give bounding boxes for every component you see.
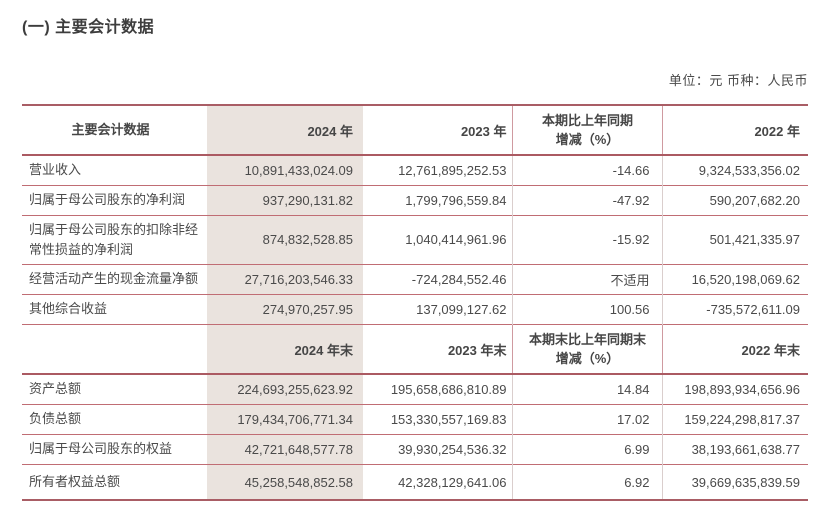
value-2024: 937,290,131.82 (207, 185, 363, 215)
report-page: (一) 主要会计数据 单位：元 币种：人民币 主要会计数据 2024 年 202… (0, 13, 830, 524)
value-change: -15.92 (512, 215, 663, 265)
table-header-row-year-end: 2024 年末 2023 年末 本期末比上年同期末 增减（%） 2022 年末 (22, 324, 808, 375)
header-2024-end: 2024 年末 (207, 324, 363, 375)
header-yoy-change-line2: 增减（%） (555, 132, 620, 147)
table-row-net-profit-excl-nonrecurring: 归属于母公司股东的扣除非经常性损益的净利润 874,832,528.85 1,0… (22, 215, 808, 265)
value-change: 6.99 (512, 434, 663, 465)
table-row-total-liabilities: 负债总额 179,434,706,771.34 153,330,557,169.… (22, 404, 808, 435)
header-2022: 2022 年 (754, 123, 800, 139)
table-header-row-annual: 主要会计数据 2024 年 2023 年 本期比上年同期 增减（%） 2022 … (22, 105, 808, 155)
value-change: 100.56 (512, 294, 663, 325)
value-2022: 38,193,661,638.77 (691, 441, 800, 457)
value-2022: 9,324,533,356.02 (698, 162, 800, 178)
row-label: 营业收入 (29, 162, 82, 178)
value-2024: 10,891,433,024.09 (207, 155, 363, 185)
value-2024: 274,970,257.95 (207, 294, 363, 325)
value-2023: 1,040,414,961.96 (363, 215, 513, 265)
row-label: 负债总额 (29, 411, 82, 427)
value-2023: -724,284,552.46 (363, 264, 513, 295)
table-row-total-owners-equity: 所有者权益总额 45,258,548,852.58 42,328,129,641… (22, 464, 808, 501)
header-yoy-change: 本期比上年同期 增减（%） (512, 105, 663, 155)
value-change: -14.66 (512, 155, 663, 185)
page-title: (一) 主要会计数据 (22, 19, 155, 36)
header-period-end-change: 本期末比上年同期末 增减（%） (512, 324, 663, 375)
value-change: 不适用 (512, 264, 663, 295)
value-2022: 16,520,198,069.62 (691, 271, 800, 287)
value-change: -47.92 (512, 185, 663, 215)
header-period-end-change-line1: 本期末比上年同期末 (528, 331, 646, 347)
value-2022: 590,207,682.20 (709, 192, 800, 208)
value-2023: 12,761,895,252.53 (363, 155, 513, 185)
value-2022: 159,224,298,817.37 (684, 411, 800, 427)
value-change: 17.02 (512, 404, 663, 435)
table-row-other-comprehensive-income: 其他综合收益 274,970,257.95 137,099,127.62 100… (22, 294, 808, 325)
row-label: 归属于母公司股东的权益 (29, 441, 173, 457)
header-yoy-change-line1: 本期比上年同期 (541, 112, 633, 128)
value-2022: 198,893,934,656.96 (684, 382, 800, 398)
value-2024: 179,434,706,771.34 (207, 404, 363, 435)
accounting-data-table: 主要会计数据 2024 年 2023 年 本期比上年同期 增减（%） 2022 … (22, 104, 808, 502)
value-2023: 195,658,686,810.89 (363, 374, 513, 405)
value-2023: 153,330,557,169.83 (363, 404, 513, 435)
value-2023: 42,328,129,641.06 (363, 464, 513, 501)
unit-label: 单位：元 币种：人民币 (668, 73, 808, 88)
header-2023-end: 2023 年末 (363, 324, 513, 375)
value-change: 6.92 (512, 464, 663, 501)
table-row-total-assets: 资产总额 224,693,255,623.92 195,658,686,810.… (22, 374, 808, 405)
header-period-end-change-line2: 增减（%） (555, 351, 620, 367)
header-2022-end: 2022 年末 (741, 342, 800, 358)
value-2023: 39,930,254,536.32 (363, 434, 513, 465)
value-2022: 501,421,335.97 (709, 232, 800, 248)
value-2024: 42,721,648,577.78 (207, 434, 363, 465)
value-2023: 137,099,127.62 (363, 294, 513, 325)
value-2023: 1,799,796,559.84 (363, 185, 513, 215)
header-2024: 2024 年 (207, 105, 363, 155)
row-label: 其他综合收益 (29, 301, 108, 317)
value-2024: 224,693,255,623.92 (207, 374, 363, 405)
header-main-accounting-data: 主要会计数据 (71, 121, 150, 137)
value-2024: 27,716,203,546.33 (207, 264, 363, 295)
table-row-net-profit-parent: 归属于母公司股东的净利润 937,290,131.82 1,799,796,55… (22, 185, 808, 215)
value-2024: 45,258,548,852.58 (207, 464, 363, 501)
table-row-operating-cash-flow: 经营活动产生的现金流量净额 27,716,203,546.33 -724,284… (22, 264, 808, 295)
row-label: 所有者权益总额 (29, 473, 121, 489)
row-label: 经营活动产生的现金流量净额 (29, 271, 199, 287)
table-row-operating-revenue: 营业收入 10,891,433,024.09 12,761,895,252.53… (22, 155, 808, 185)
row-label: 资产总额 (29, 381, 82, 397)
header-2023: 2023 年 (363, 105, 513, 155)
value-change: 14.84 (512, 374, 663, 405)
value-2022: -735,572,611.09 (706, 301, 800, 317)
row-label: 归属于母公司股东的净利润 (29, 191, 186, 207)
value-2022: 39,669,635,839.59 (691, 474, 800, 490)
row-label: 归属于母公司股东的扣除非经常性损益的净利润 (29, 221, 199, 257)
value-2024: 874,832,528.85 (207, 215, 363, 265)
table-row-equity-parent: 归属于母公司股东的权益 42,721,648,577.78 39,930,254… (22, 434, 808, 465)
header-empty (22, 324, 207, 374)
